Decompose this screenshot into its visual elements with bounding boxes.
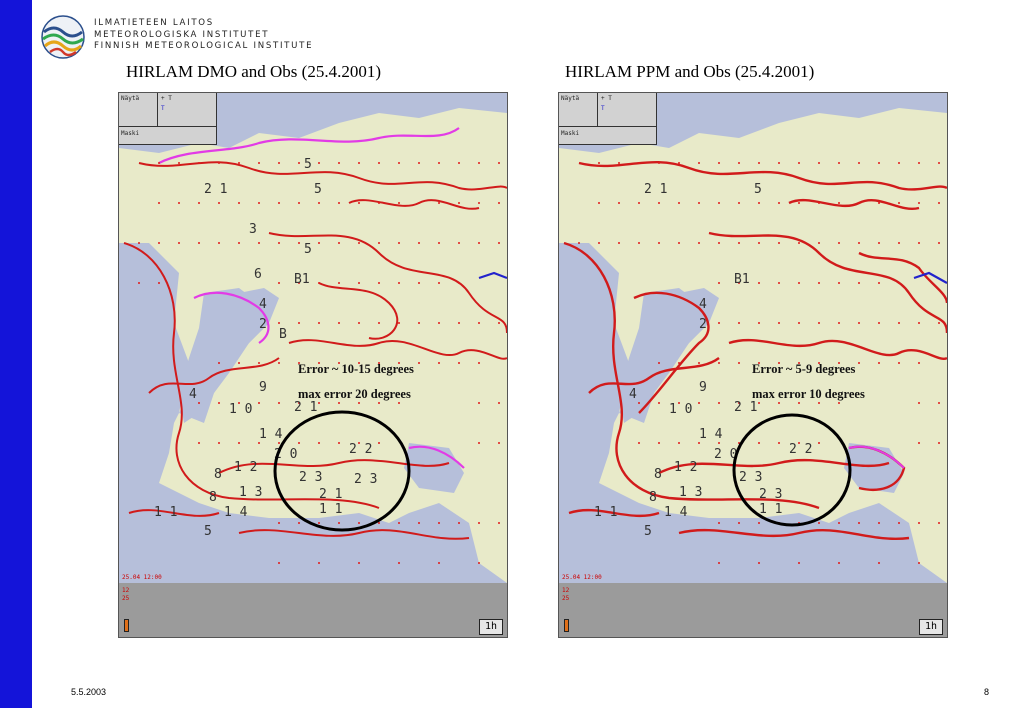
temperature-map-ppm[interactable]: 2 1 5 B1 4 2 4 1 0 1 4 2 0 8 1 2 8 1 3 2…	[559, 93, 947, 583]
svg-text:1 1: 1 1	[759, 502, 782, 517]
svg-text:2 2: 2 2	[349, 442, 372, 457]
time-marker[interactable]	[564, 619, 569, 632]
legend-row	[559, 93, 657, 127]
svg-text:1 4: 1 4	[664, 505, 688, 520]
svg-text:1 3: 1 3	[239, 485, 262, 500]
svg-text:1 4: 1 4	[259, 427, 283, 442]
time-step-button[interactable]: 1h	[479, 619, 503, 635]
readout-line: 25	[562, 595, 570, 602]
svg-text:4: 4	[629, 387, 637, 402]
legend-parameter-label[interactable]: + T	[161, 95, 172, 102]
svg-text:2: 2	[259, 317, 267, 332]
svg-text:5: 5	[314, 182, 322, 197]
map-panel-dmo: 2 1 3 5 5 5 B1 6 4 2 B 4 1 0 1 4 2 0 8 1…	[118, 92, 508, 638]
svg-text:1 1: 1 1	[319, 502, 342, 517]
panel-title-dmo: HIRLAM DMO and Obs (25.4.2001)	[126, 62, 381, 81]
svg-text:9: 9	[699, 380, 707, 395]
legend-show-label[interactable]: Näytä	[121, 95, 140, 102]
svg-text:1 1: 1 1	[594, 505, 617, 520]
footer-date: 5.5.2003	[71, 687, 107, 697]
time-step-button[interactable]: 1h	[919, 619, 943, 635]
legend-row	[119, 93, 217, 127]
svg-text:5: 5	[754, 182, 762, 197]
legend-divider	[157, 93, 158, 127]
svg-text:8: 8	[649, 490, 657, 505]
page-number: 8	[984, 687, 990, 697]
value-readout: 12 25	[122, 587, 129, 603]
map-graphics: 2 1 3 5 5 5 B1 6 4 2 B 4 1 0 1 4 2 0 8 1…	[119, 93, 507, 583]
svg-text:2 2: 2 2	[789, 442, 812, 457]
svg-text:2 3: 2 3	[299, 470, 322, 485]
temperature-map-dmo[interactable]: 2 1 3 5 5 5 B1 6 4 2 B 4 1 0 1 4 2 0 8 1…	[119, 93, 507, 583]
svg-text:5: 5	[304, 242, 312, 257]
svg-text:B1: B1	[294, 272, 310, 287]
svg-text:1 0: 1 0	[669, 402, 692, 417]
panel-title-ppm: HIRLAM PPM and Obs (25.4.2001)	[565, 62, 815, 81]
institute-line-fi: ILMATIETEEN LAITOS	[94, 18, 214, 28]
fmi-logo-icon	[41, 15, 85, 59]
error-annotation-ppm: Error ~ 5-9 degrees	[752, 362, 856, 376]
svg-text:1 2: 1 2	[234, 460, 257, 475]
svg-text:4: 4	[259, 297, 267, 312]
legend-parameter-label[interactable]: + T	[601, 95, 612, 102]
svg-text:2 0: 2 0	[714, 447, 737, 462]
svg-text:2 3: 2 3	[354, 472, 377, 487]
svg-text:2 1: 2 1	[734, 400, 757, 415]
layer-legend: Näytä + T T Maski	[559, 93, 657, 145]
legend-parameter-value[interactable]: T	[601, 105, 605, 112]
readout-line: 12	[122, 587, 130, 594]
side-bar	[0, 0, 32, 708]
error-region-circle	[273, 410, 411, 532]
map-graphics: 2 1 5 B1 4 2 4 1 0 1 4 2 0 8 1 2 8 1 3 2…	[559, 93, 947, 583]
svg-text:6: 6	[254, 267, 262, 282]
svg-text:2 3: 2 3	[759, 487, 782, 502]
svg-text:3: 3	[249, 222, 257, 237]
svg-text:1 4: 1 4	[224, 505, 248, 520]
institute-line-sv: METEOROLOGISKA INSTITUTET	[94, 29, 270, 40]
map-timestamp: 25.04 12:00	[122, 574, 162, 581]
legend-show-label[interactable]: Näytä	[561, 95, 580, 102]
legend-mask-label[interactable]: Maski	[561, 130, 580, 137]
svg-text:1 3: 1 3	[679, 485, 702, 500]
max-error-annotation-ppm: max error 10 degrees	[752, 387, 865, 401]
svg-text:9: 9	[259, 380, 267, 395]
svg-text:2 1: 2 1	[319, 487, 342, 502]
legend-parameter-value[interactable]: T	[161, 105, 165, 112]
svg-text:4: 4	[189, 387, 197, 402]
legend-mask-label[interactable]: Maski	[121, 130, 140, 137]
error-region-circle	[732, 413, 852, 527]
svg-text:1 2: 1 2	[674, 460, 697, 475]
svg-text:8: 8	[209, 490, 217, 505]
svg-text:B: B	[279, 327, 287, 342]
svg-text:1 4: 1 4	[699, 427, 723, 442]
max-error-annotation-dmo: max error 20 degrees	[298, 387, 411, 401]
readout-line: 25	[122, 595, 130, 602]
svg-text:4: 4	[699, 297, 707, 312]
layer-legend: Näytä + T T Maski	[119, 93, 217, 145]
svg-text:2 3: 2 3	[739, 470, 762, 485]
time-marker[interactable]	[124, 619, 129, 632]
svg-text:5: 5	[204, 524, 212, 539]
institute-line-en: FINNISH METEOROLOGICAL INSTITUTE	[94, 41, 314, 51]
legend-divider	[597, 93, 598, 127]
map-panel-ppm: 2 1 5 B1 4 2 4 1 0 1 4 2 0 8 1 2 8 1 3 2…	[558, 92, 948, 638]
svg-text:8: 8	[214, 467, 222, 482]
value-readout: 12 25	[562, 587, 569, 603]
svg-text:5: 5	[644, 524, 652, 539]
svg-text:1 0: 1 0	[229, 402, 252, 417]
svg-text:2 1: 2 1	[294, 400, 317, 415]
svg-text:2 1: 2 1	[644, 182, 667, 197]
map-timestamp: 25.04 12:00	[562, 574, 602, 581]
svg-text:2 1: 2 1	[204, 182, 227, 197]
svg-text:8: 8	[654, 467, 662, 482]
institute-name: ILMATIETEEN LAITOS METEOROLOGISKA INSTIT…	[94, 18, 313, 53]
svg-text:5: 5	[304, 157, 312, 172]
readout-line: 12	[562, 587, 570, 594]
svg-text:B1: B1	[734, 272, 750, 287]
error-annotation-dmo: Error ~ 10-15 degrees	[298, 362, 414, 376]
svg-text:1 1: 1 1	[154, 505, 177, 520]
svg-text:2: 2	[699, 317, 707, 332]
